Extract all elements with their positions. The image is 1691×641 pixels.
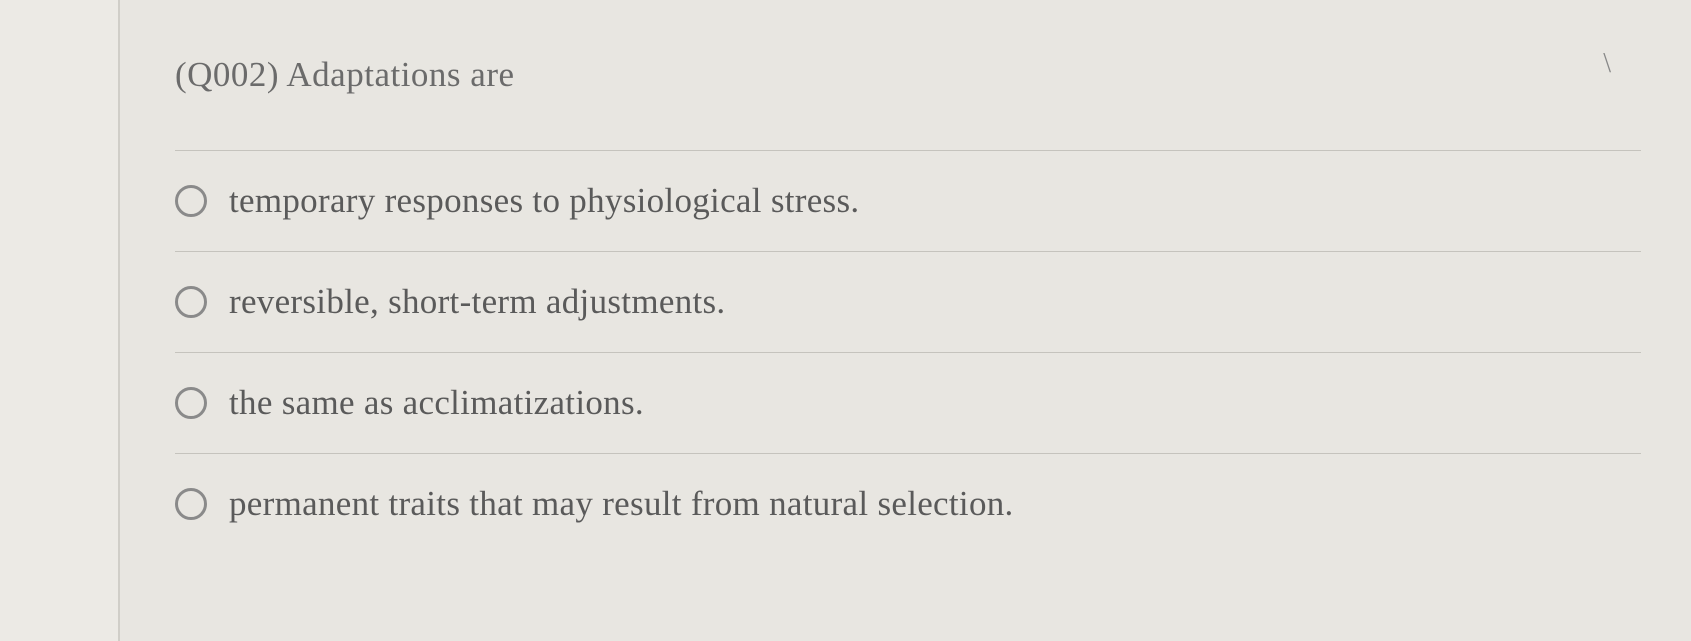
radio-icon[interactable] <box>175 387 207 419</box>
options-list: temporary responses to physiological str… <box>175 150 1641 554</box>
left-margin-bar <box>0 0 120 641</box>
option-row[interactable]: temporary responses to physiological str… <box>175 150 1641 251</box>
accent-mark: \ <box>1603 48 1611 80</box>
content-area: \ (Q002) Adaptations are temporary respo… <box>120 0 1691 641</box>
radio-icon[interactable] <box>175 488 207 520</box>
radio-icon[interactable] <box>175 185 207 217</box>
option-label: reversible, short-term adjustments. <box>229 282 725 322</box>
question-prompt: (Q002) Adaptations are <box>175 55 1641 95</box>
option-label: temporary responses to physiological str… <box>229 181 859 221</box>
option-label: the same as acclimatizations. <box>229 383 644 423</box>
radio-icon[interactable] <box>175 286 207 318</box>
option-label: permanent traits that may result from na… <box>229 484 1014 524</box>
option-row[interactable]: reversible, short-term adjustments. <box>175 251 1641 352</box>
option-row[interactable]: permanent traits that may result from na… <box>175 453 1641 554</box>
option-row[interactable]: the same as acclimatizations. <box>175 352 1641 453</box>
quiz-container: \ (Q002) Adaptations are temporary respo… <box>0 0 1691 641</box>
